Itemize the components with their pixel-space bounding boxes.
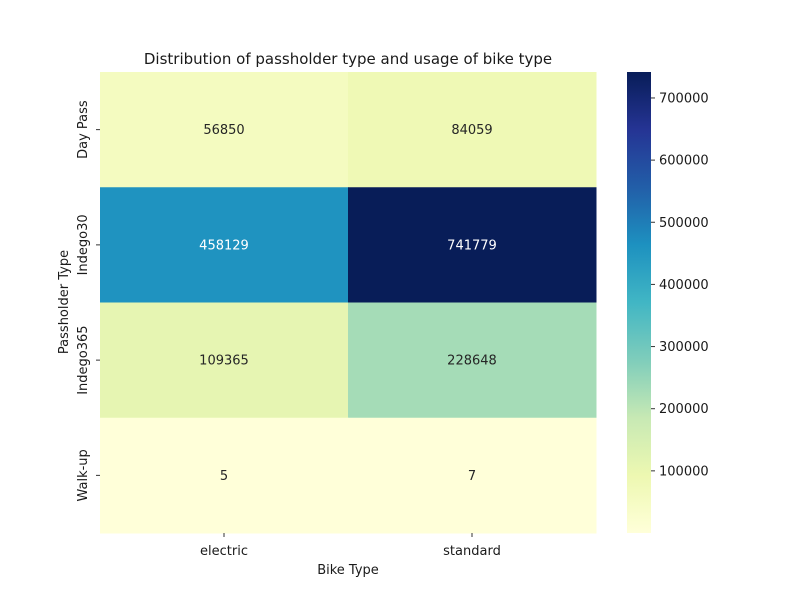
cell-value-label: 5 (220, 469, 228, 484)
y-axis-label: Passholder Type (57, 250, 72, 354)
cell-value-label: 228648 (447, 354, 497, 369)
heatmap-cell (348, 187, 597, 303)
heatmap-cell (100, 187, 349, 303)
y-tick-label: Indego30 (76, 214, 91, 275)
colorbar-tick-label: 100000 (659, 464, 709, 479)
cell-value-label: 56850 (203, 123, 244, 138)
heatmap-cell (348, 72, 597, 188)
x-tick-label: electric (200, 544, 248, 559)
colorbar-ticks: 100000 200000 300000 400000 500000 600000 7000… (651, 91, 709, 479)
cell-value-label: 7 (468, 469, 476, 484)
colorbar-tick-label: 200000 (659, 402, 709, 417)
y-tick-label: Day Pass (76, 100, 91, 159)
x-axis-label: Bike Type (317, 563, 379, 578)
colorbar (627, 72, 651, 533)
y-tick-label: Indego365 (76, 325, 91, 394)
cell-value-label: 84059 (451, 123, 492, 138)
colorbar-tick-label: 400000 (659, 278, 709, 293)
colorbar-tick-label: 700000 (659, 91, 709, 106)
heatmap-cell (100, 302, 349, 419)
heatmap-cell (348, 302, 597, 419)
y-tick-label: Walk-up (76, 449, 91, 501)
cell-value-label: 109365 (199, 354, 249, 369)
heatmap-cell (100, 417, 349, 534)
x-axis-ticks: electric standard (200, 533, 501, 559)
heatmap-cell (100, 72, 349, 188)
cell-value-label: 458129 (199, 238, 249, 253)
heatmap-cell (348, 417, 597, 534)
y-axis-ticks: Day Pass Indego30 Indego365 Walk-up (76, 100, 100, 502)
heatmap-cells: 56850 84059 458129 741779 109365 228648 5 7 (100, 72, 597, 534)
chart-title: Distribution of passholder type and usag… (144, 50, 552, 68)
colorbar-tick-label: 600000 (659, 154, 709, 169)
colorbar-tick-label: 500000 (659, 216, 709, 231)
x-tick-label: standard (443, 544, 501, 559)
cell-value-label: 741779 (447, 238, 497, 253)
colorbar-tick-label: 300000 (659, 340, 709, 355)
